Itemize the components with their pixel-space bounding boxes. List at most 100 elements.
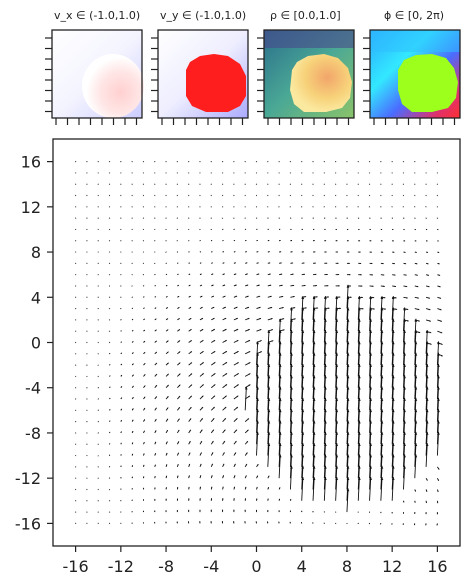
quiver-dot bbox=[244, 183, 246, 185]
quiver-arrow bbox=[403, 318, 406, 343]
quiver-arrowhead bbox=[154, 307, 157, 309]
quiver-dot bbox=[414, 161, 416, 163]
quiver-arrow bbox=[380, 386, 383, 411]
thumb-phi bbox=[369, 29, 461, 119]
quiver-arrowhead bbox=[426, 251, 428, 253]
quiver-arrowhead bbox=[165, 521, 167, 523]
quiver-dot bbox=[75, 432, 77, 434]
quiver-arrow bbox=[369, 477, 372, 501]
quiver-arrowhead bbox=[259, 318, 261, 320]
quiver-arrow bbox=[289, 386, 293, 411]
quiver-arrowhead bbox=[143, 408, 145, 410]
quiver-arrow bbox=[278, 397, 281, 422]
quiver-arrowhead bbox=[142, 510, 145, 512]
quiver-dot bbox=[75, 387, 77, 389]
quiver-dot bbox=[154, 194, 156, 197]
quiver-arrowhead bbox=[425, 206, 427, 208]
thumb-rho bbox=[263, 29, 355, 119]
quiver-arrowhead bbox=[429, 343, 432, 345]
quiver-dot bbox=[131, 274, 133, 276]
quiver-arrowhead bbox=[369, 228, 371, 231]
quiver-arrowhead bbox=[165, 285, 168, 287]
quiver-arrowhead bbox=[282, 318, 285, 320]
quiver-arrowhead bbox=[108, 364, 111, 366]
quiver-arrow bbox=[436, 363, 440, 388]
quiver-dot bbox=[75, 398, 77, 400]
quiver-dot bbox=[75, 353, 77, 355]
quiver-arrowhead bbox=[199, 240, 201, 242]
quiver-arrowhead bbox=[224, 406, 227, 409]
quiver-dot bbox=[131, 251, 133, 253]
quiver-arrow bbox=[403, 363, 406, 388]
quiver-arrow bbox=[312, 397, 315, 422]
quiver-arrow bbox=[425, 341, 428, 366]
quiver-dot bbox=[75, 364, 77, 366]
quiver-arrowhead bbox=[369, 511, 371, 513]
quiver-dot bbox=[120, 172, 122, 174]
quiver-arrowhead bbox=[210, 509, 212, 511]
quiver-arrow bbox=[369, 386, 372, 411]
quiver-arrowhead bbox=[176, 262, 179, 264]
quiver-arrow bbox=[403, 307, 406, 332]
quiver-arrowhead bbox=[346, 217, 348, 219]
quiver-arrow bbox=[369, 454, 372, 479]
quiver-dot bbox=[97, 262, 99, 264]
quiver-arrowhead bbox=[132, 352, 134, 354]
quiver-arrowhead bbox=[313, 251, 316, 253]
quiver-arrowhead bbox=[212, 418, 215, 420]
quiver-arrowhead bbox=[405, 274, 407, 276]
quiver-dot bbox=[335, 194, 337, 197]
quiver-arrow bbox=[346, 454, 349, 479]
quiver-arrowhead bbox=[120, 477, 122, 479]
quiver-arrowhead bbox=[314, 273, 317, 276]
quiver-arrow bbox=[289, 420, 293, 445]
quiver-arrowhead bbox=[440, 331, 443, 334]
quiver-dot bbox=[165, 194, 167, 197]
quiver-arrowhead bbox=[236, 407, 238, 409]
quiver-arrowhead bbox=[304, 307, 307, 309]
quiver-arrowhead bbox=[393, 251, 395, 253]
quiver-arrow bbox=[369, 363, 372, 388]
quiver-arrowhead bbox=[221, 217, 223, 219]
quiver-arrowhead bbox=[358, 228, 360, 231]
quiver-arrowhead bbox=[414, 490, 416, 492]
quiver-arrowhead bbox=[221, 229, 224, 231]
quiver-arrow bbox=[369, 375, 372, 400]
quiver-dot bbox=[108, 183, 111, 185]
quiver-arrowhead bbox=[439, 297, 442, 299]
quiver-arrowhead bbox=[210, 240, 213, 242]
quiver-dot bbox=[108, 500, 111, 502]
quiver-arrow bbox=[403, 465, 406, 490]
quiver-arrow bbox=[357, 363, 360, 388]
quiver-dot bbox=[255, 206, 258, 208]
quiver-arrow bbox=[380, 318, 383, 343]
quiver-arrow bbox=[403, 375, 406, 400]
quiver-arrowhead bbox=[337, 262, 339, 264]
quiver-dot bbox=[357, 172, 359, 174]
quiver-arrowhead bbox=[394, 297, 397, 299]
quiver-arrowhead bbox=[222, 251, 224, 253]
quiver-arrowhead bbox=[413, 206, 416, 208]
quiver-arrowhead bbox=[189, 329, 192, 331]
quiver-arrowhead bbox=[223, 273, 225, 275]
quiver-arrowhead bbox=[165, 464, 168, 466]
x-axis: -16 -12 -8 -4 0 4 8 12 16 bbox=[63, 546, 448, 576]
quiver-arrowhead bbox=[131, 319, 134, 321]
quiver-arrowhead bbox=[224, 307, 226, 309]
quiver-arrowhead bbox=[279, 240, 281, 242]
quiver-arrowhead bbox=[337, 273, 340, 276]
quiver-arrow bbox=[380, 296, 383, 320]
quiver-arrow bbox=[380, 443, 383, 467]
quiver-arrow bbox=[380, 363, 383, 388]
quiver-arrow bbox=[346, 443, 349, 467]
quiver-arrowhead bbox=[301, 522, 303, 524]
quiver-arrow bbox=[256, 386, 259, 411]
quiver-dot bbox=[188, 172, 190, 174]
quiver-arrow bbox=[312, 352, 315, 377]
quiver-arrowhead bbox=[225, 384, 227, 386]
quiver-dot bbox=[154, 228, 156, 231]
quiver-dot bbox=[75, 375, 77, 378]
quiver-arrow bbox=[380, 330, 383, 354]
quiver-arrowhead bbox=[225, 373, 228, 375]
quiver-arrow bbox=[301, 318, 304, 343]
